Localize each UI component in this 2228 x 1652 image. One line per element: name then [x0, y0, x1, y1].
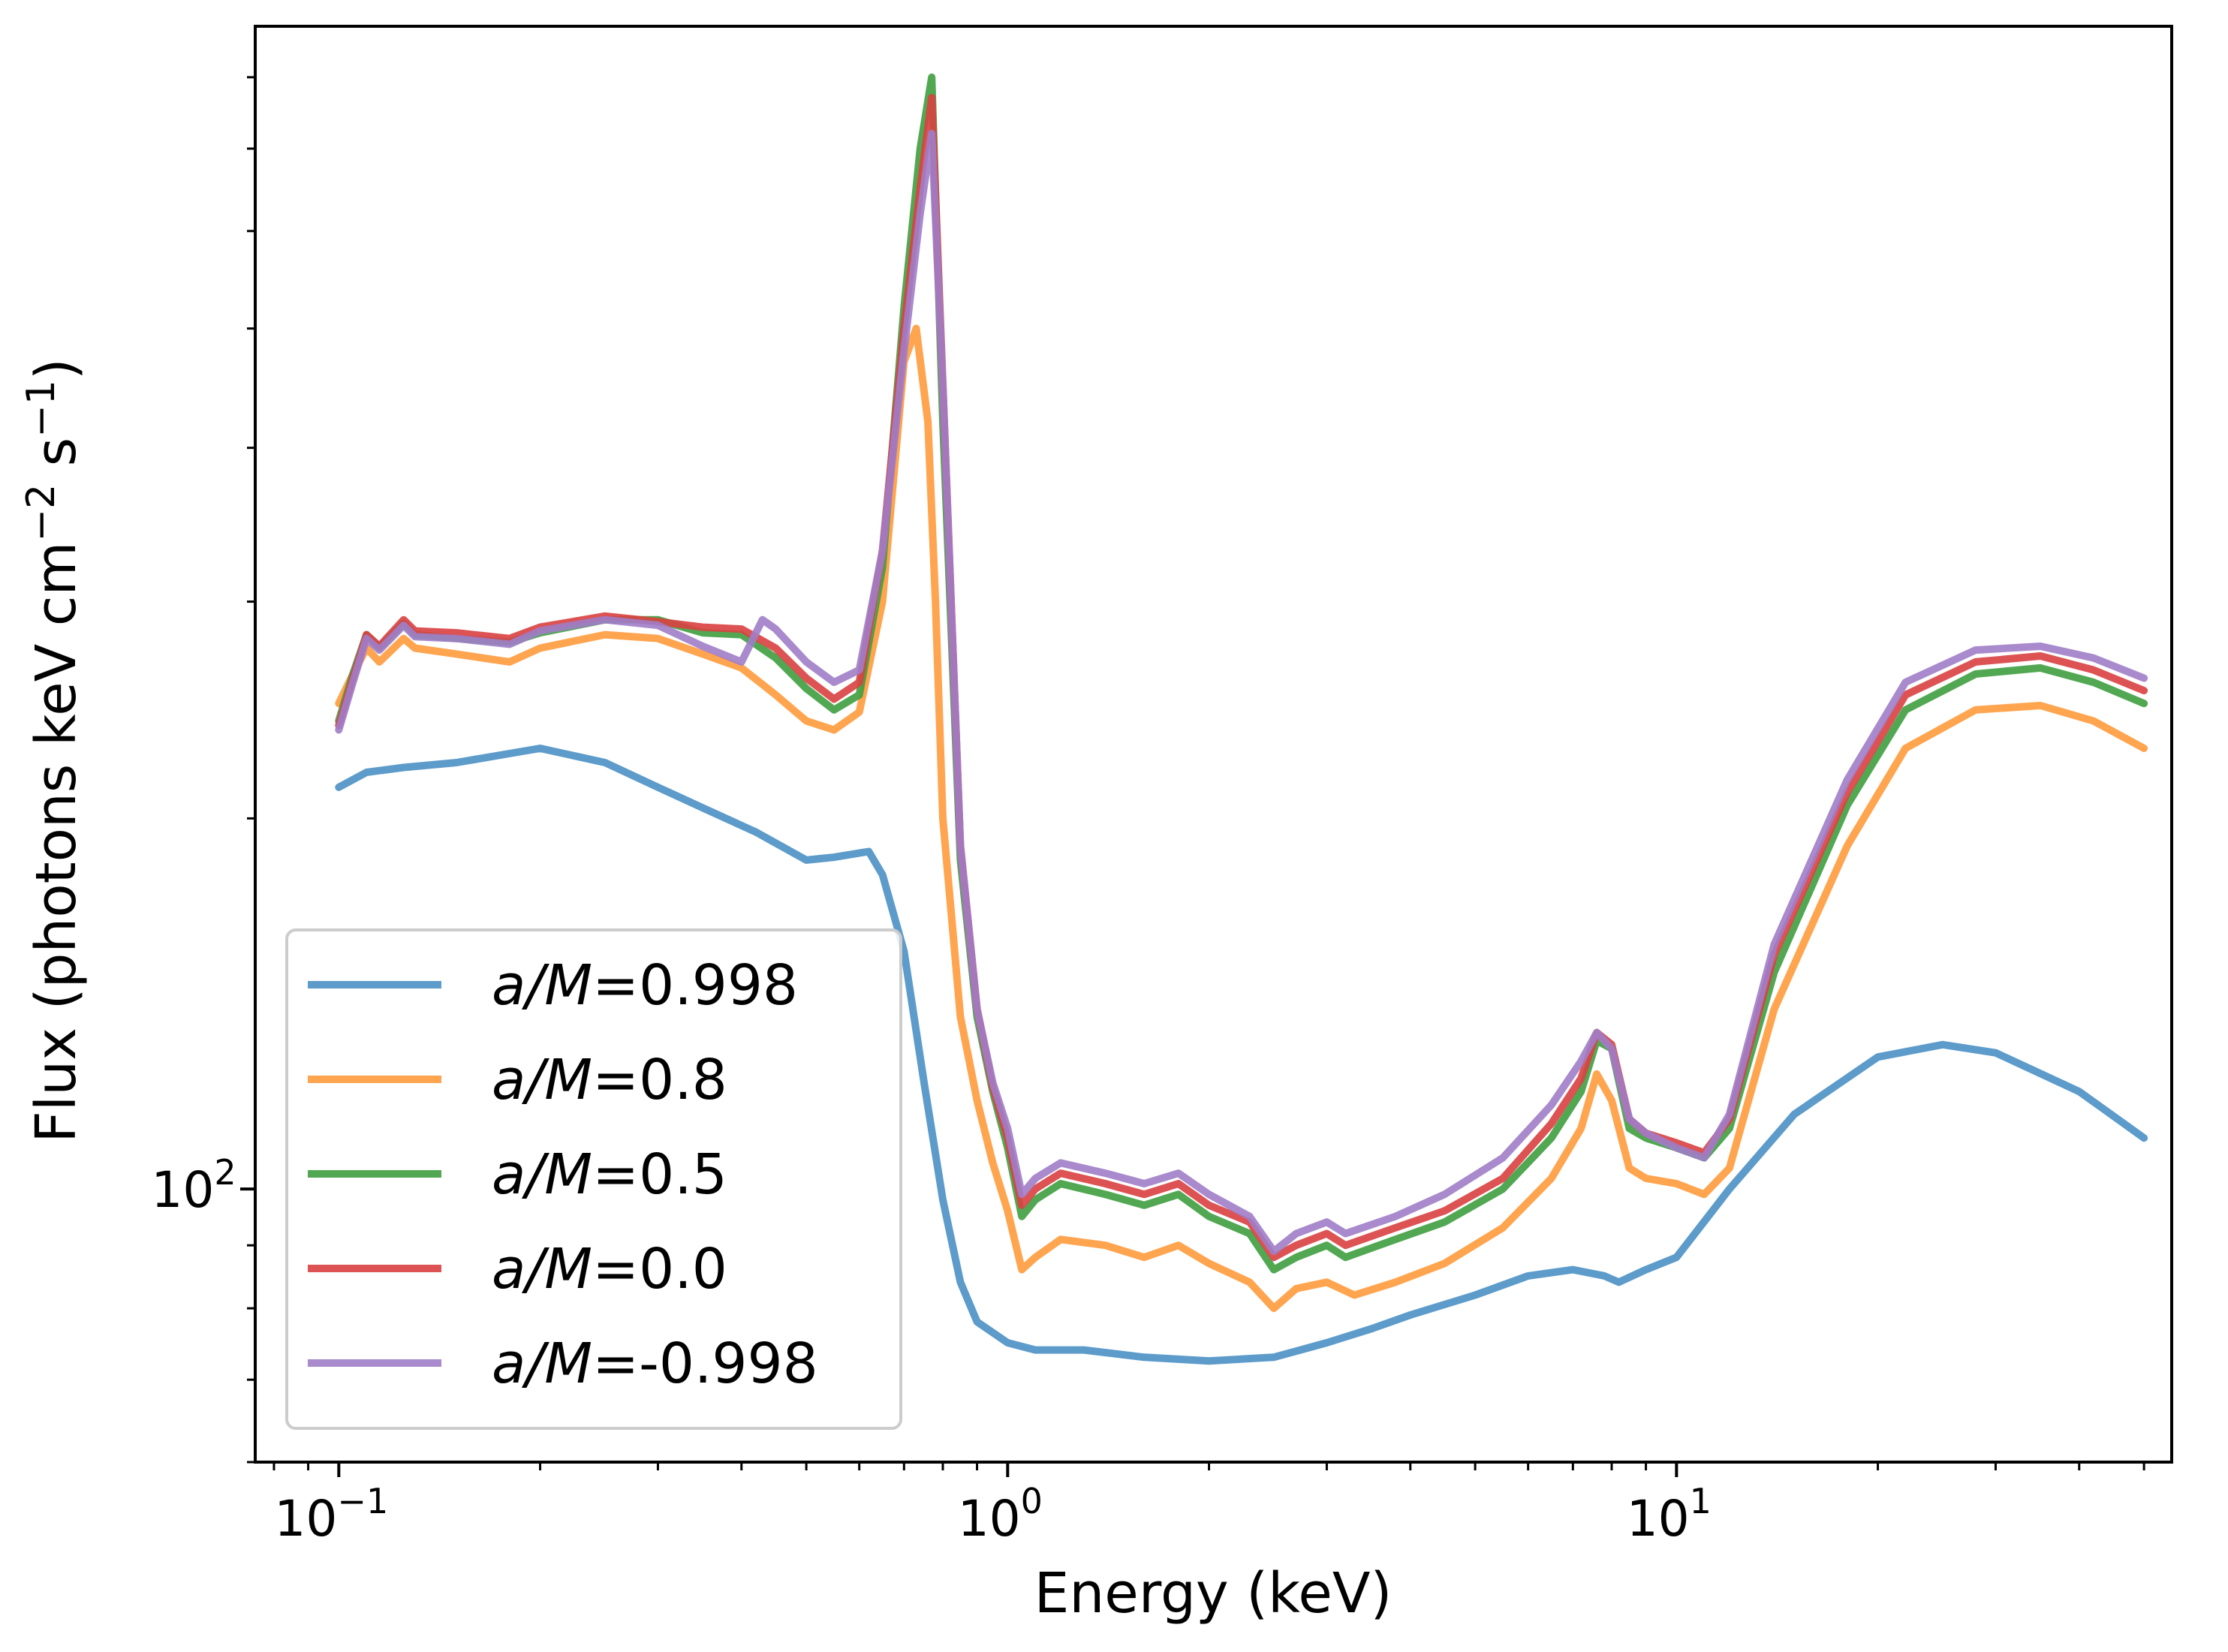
x-tick-base: 10: [274, 1490, 337, 1548]
y-tick-label-0: 102: [151, 1152, 236, 1219]
legend-label-2: a/M=0.5: [492, 1142, 727, 1207]
legend-label-value: =-0.998: [592, 1332, 818, 1396]
y-axis-label-base: Flux (photons keV cm: [24, 541, 89, 1142]
x-tick-exp: 1: [1690, 1481, 1712, 1521]
legend-label-var: a/M: [492, 1332, 592, 1396]
x-tick-base: 10: [1627, 1490, 1690, 1548]
x-tick-label-2: 101: [1627, 1481, 1712, 1548]
legend-label-value: =0.998: [592, 953, 798, 1018]
legend-box: [285, 928, 902, 1430]
x-tick-base: 10: [958, 1490, 1021, 1548]
legend-label-value: =0.0: [592, 1237, 727, 1301]
y-axis-label: Flux (photons keV cm−2 s−1): [19, 358, 89, 1143]
legend-label-var: a/M: [492, 1237, 592, 1301]
x-tick-label-0: 10−1: [274, 1481, 388, 1548]
x-tick-label-1: 100: [958, 1481, 1043, 1548]
x-axis-ticks: 10−1 100 101: [272, 1462, 2145, 1548]
series-line-1: [335, 324, 2148, 1313]
y-axis-label-exp1: −2: [19, 484, 64, 542]
series-line-0: [335, 745, 2148, 1365]
x-tick-exp: 0: [1021, 1481, 1043, 1521]
y-tick-base: 10: [151, 1161, 214, 1219]
legend-label-value: =0.5: [592, 1142, 727, 1207]
y-axis-label-end: ): [24, 358, 89, 380]
legend-label-value: =0.8: [592, 1048, 727, 1112]
legend-label-var: a/M: [492, 953, 592, 1018]
legend-label-0: a/M=0.998: [492, 953, 798, 1018]
y-axis-label-exp2: −1: [19, 380, 64, 438]
legend-label-3: a/M=0.0: [492, 1237, 727, 1301]
x-axis-label: Energy (keV): [1034, 1561, 1392, 1626]
series-line-4: [335, 129, 2148, 1256]
legend-label-4: a/M=-0.998: [492, 1332, 818, 1396]
legend-label-1: a/M=0.8: [492, 1048, 727, 1112]
y-tick-exp: 2: [214, 1152, 236, 1193]
y-axis-ticks: 102: [151, 76, 255, 1464]
legend-label-var: a/M: [492, 1142, 592, 1207]
plot-frame: [254, 25, 2173, 1464]
x-tick-exp: −1: [337, 1481, 388, 1521]
series-layer: [335, 73, 2148, 1365]
legend-label-var: a/M: [492, 1048, 592, 1112]
y-axis-label-mid: s: [24, 438, 89, 484]
